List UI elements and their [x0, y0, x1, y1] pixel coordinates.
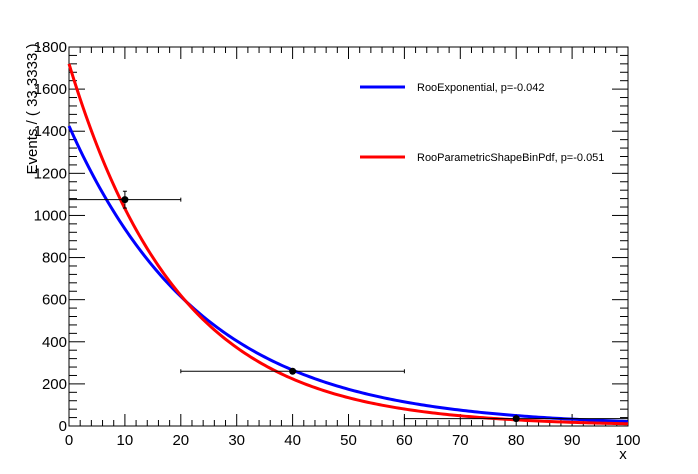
x-tick-label: 10	[117, 432, 134, 449]
y-tick-label: 1600	[34, 81, 67, 98]
data-marker	[512, 415, 520, 423]
x-tick-label: 0	[65, 432, 73, 449]
data-marker	[289, 367, 297, 375]
y-tick-label: 0	[59, 418, 67, 435]
data-point-0	[68, 190, 182, 209]
y-tick-label: 200	[42, 376, 67, 393]
y-tick-label: 1400	[34, 123, 67, 140]
y-tick-label: 1800	[34, 39, 67, 56]
x-tick-label: 20	[172, 432, 189, 449]
x-tick-label: 30	[228, 432, 245, 449]
y-tick-label: 600	[42, 292, 67, 309]
x-tick-label: 90	[564, 432, 581, 449]
y-axis-tick-labels: 0 200 400 600 800 1000 1200 1400 1600 1800	[34, 39, 67, 435]
curves	[67, 63, 629, 426]
legend-label-0: RooExponential, p=-0.042	[417, 82, 545, 94]
x-axis-tick-labels: 0 10 20 30 40 50 60 70 80 90 100	[65, 432, 641, 449]
plot-frame	[68, 46, 629, 427]
series-curve-1	[67, 63, 629, 426]
x-tick-label: 70	[452, 432, 469, 449]
x-tick-label: 40	[284, 432, 301, 449]
x-tick-label: 100	[615, 432, 640, 449]
x-axis-ticks	[68, 47, 629, 426]
legend-label-1: RooParametricShapeBinPdf, p=-0.051	[417, 152, 604, 164]
x-tick-label: 60	[396, 432, 413, 449]
y-tick-label: 1000	[34, 207, 67, 224]
x-tick-label: 80	[508, 432, 525, 449]
y-axis-ticks	[69, 46, 628, 427]
data-points	[68, 190, 629, 423]
y-tick-label: 800	[42, 250, 67, 267]
y-tick-label: 1200	[34, 165, 67, 182]
data-point-1	[180, 367, 405, 375]
y-axis-title: Events / ( 33.3333 )	[24, 44, 41, 175]
y-tick-label: 400	[42, 334, 67, 351]
data-marker	[121, 196, 129, 204]
x-tick-label: 50	[340, 432, 357, 449]
legend: RooExponential, p=-0.042 RooParametricSha…	[360, 82, 604, 164]
data-point-2	[403, 415, 629, 423]
series-curve-0	[67, 125, 629, 423]
x-axis-title: x	[619, 446, 627, 463]
